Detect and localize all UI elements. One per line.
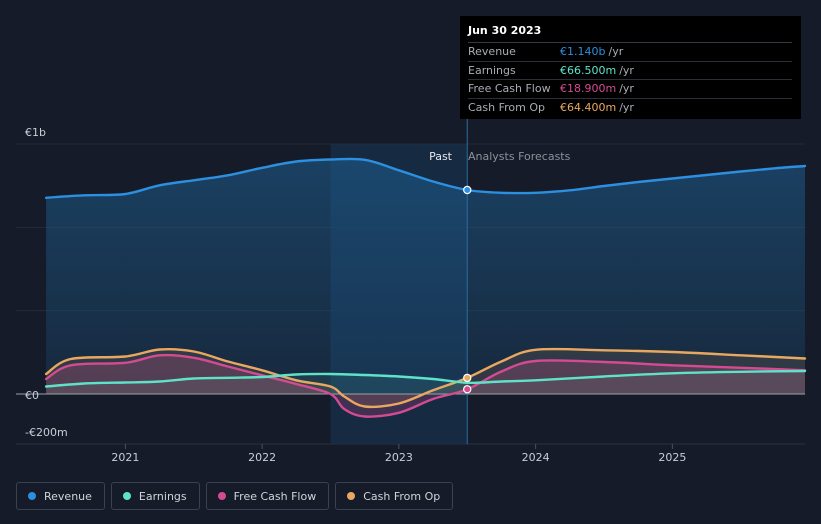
legend-dot-icon: [217, 492, 226, 500]
tooltip-unit: /yr: [619, 82, 634, 95]
legend-earnings[interactable]: Earnings: [110, 482, 200, 510]
legend-dot-icon: [347, 492, 356, 500]
tooltip-row-cash-from-op: Cash From Op €64.400m /yr: [468, 99, 792, 117]
x-tick-label: 2023: [385, 451, 413, 464]
past-label: Past: [429, 150, 453, 163]
chart-area: €1b €0 -€200m Past Analysts Forecasts 20…: [16, 16, 807, 464]
x-tick-label: 2022: [248, 451, 276, 464]
tooltip-unit: /yr: [619, 100, 634, 114]
x-tick-label: 2025: [658, 451, 686, 464]
x-tick-label: 2021: [111, 451, 139, 464]
highlight-markers: [463, 185, 472, 394]
tooltip-label: Revenue: [468, 45, 516, 58]
legend-label: Cash From Op: [363, 489, 441, 503]
y-label-bottom: -€200m: [25, 426, 68, 439]
tooltip-label: Free Cash Flow: [468, 82, 551, 95]
x-tick-label: 2024: [522, 451, 550, 464]
tooltip-value: €64.400m: [560, 100, 617, 114]
tooltip-row-revenue: Revenue €1.140b /yr: [468, 43, 792, 62]
y-label-top: €1b: [25, 126, 46, 139]
tooltip-label: Earnings: [468, 63, 516, 77]
free-cash-flow-marker: [463, 385, 472, 394]
tooltip-row-earnings: Earnings €66.500m /yr: [468, 62, 792, 80]
tooltip-date: Jun 30 2023: [468, 24, 792, 43]
legend-cash-from-op[interactable]: Cash From Op: [335, 482, 454, 510]
legend: Revenue Earnings Free Cash Flow Cash Fro…: [16, 482, 454, 512]
legend-dot-icon: [122, 492, 131, 500]
legend-free-cash-flow[interactable]: Free Cash Flow: [205, 482, 330, 510]
tooltip-value: €18.900m: [560, 82, 617, 95]
tooltip-row-free-cash-flow: Free Cash Flow €18.900m /yr: [468, 80, 792, 99]
cash-from-op-line: [44, 347, 807, 409]
forecast-label: Analysts Forecasts: [468, 150, 571, 163]
legend-label: Earnings: [138, 489, 187, 503]
legend-dot-icon: [28, 492, 36, 500]
tooltip: Jun 30 2023 Revenue €1.140b /yr Earnings…: [460, 16, 801, 119]
legend-label: Revenue: [44, 489, 92, 503]
cash-from-op-marker: [463, 373, 472, 383]
tooltip-unit: /yr: [608, 45, 624, 58]
legend-label: Free Cash Flow: [233, 489, 317, 503]
y-label-zero: €0: [25, 389, 39, 402]
free-cash-flow-line: [44, 353, 807, 418]
series-areas: [46, 158, 806, 417]
revenue-area: [46, 158, 806, 394]
revenue-marker: [463, 185, 472, 195]
tooltip-unit: /yr: [619, 63, 634, 77]
legend-revenue[interactable]: Revenue: [16, 482, 105, 510]
free-cash-flow-area: [46, 355, 806, 417]
series-lines: [44, 157, 807, 418]
earnings-line: [44, 369, 807, 388]
tooltip-label: Cash From Op: [468, 100, 546, 114]
revenue-line: [44, 157, 807, 199]
x-axis-ticks: 2021 2022 2023 2024 2025: [111, 444, 686, 464]
tooltip-value: €1.140b: [560, 45, 606, 58]
tooltip-value: €66.500m: [560, 63, 617, 77]
